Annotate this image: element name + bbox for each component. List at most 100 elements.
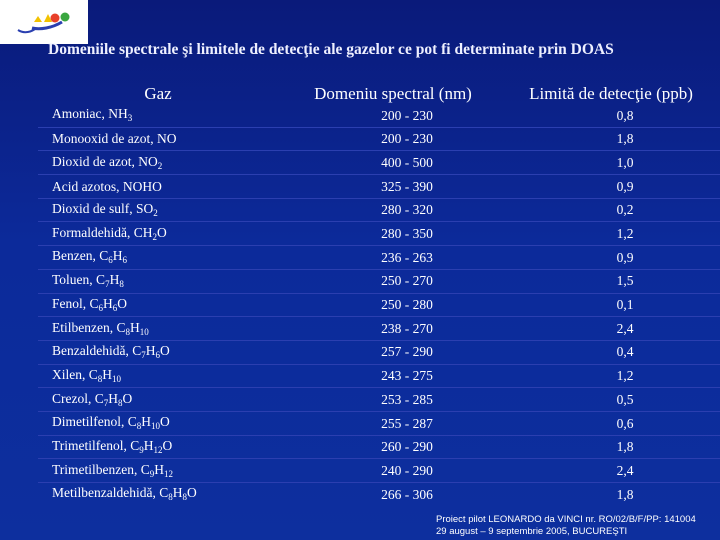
gas-name-cell: Toluen, C7H8 bbox=[38, 268, 292, 293]
gas-table: Amoniac, NH3 200 - 230 0,8 Monooxid de azot… bbox=[38, 104, 720, 506]
gas-name-cell: Dimetilfenol, C8H10O bbox=[38, 410, 292, 436]
gas-name-text: Toluen, C bbox=[52, 272, 106, 288]
formula-subscript: 8 bbox=[168, 492, 173, 503]
gas-name-text: Dioxid de azot, NO bbox=[52, 153, 158, 169]
gas-name-cell: Trimetilfenol, C9H12O bbox=[38, 434, 292, 459]
gas-name-cell: Benzaldehidă, C7H6O bbox=[38, 339, 292, 365]
table-row: Trimetilbenzen, C9H12 240 - 290 2,4 bbox=[38, 458, 720, 483]
gas-name-text: O bbox=[162, 437, 173, 453]
formula-subscript: 7 bbox=[141, 350, 146, 361]
table-row: Benzaldehidă, C7H6O 257 - 290 0,4 bbox=[38, 339, 720, 365]
spectral-range-cell: 260 - 290 bbox=[292, 434, 522, 459]
formula-subscript: 8 bbox=[118, 397, 123, 408]
formula-subscript: 12 bbox=[164, 468, 173, 479]
formula-subscript: 6 bbox=[122, 255, 128, 266]
gas-name-text: Etilbenzen, C bbox=[52, 319, 126, 335]
formula-subscript: 10 bbox=[139, 326, 149, 337]
footer-project-line: Proiect pilot LEONARDO da VINCI nr. RO/0… bbox=[436, 514, 696, 525]
spectral-range-cell: 266 - 306 bbox=[292, 481, 522, 506]
gas-name-text: Formaldehidă, CH bbox=[52, 224, 153, 240]
gas-name-text: Benzen, C bbox=[52, 248, 109, 264]
spectral-range-cell: 243 - 275 bbox=[292, 363, 522, 388]
table-header: Gaz Domeniu spectral (nm) Limită de dete… bbox=[38, 76, 718, 112]
formula-subscript: 12 bbox=[153, 444, 163, 455]
footer: Proiect pilot LEONARDO da VINCI nr. RO/0… bbox=[436, 514, 716, 538]
detection-limit-cell: 0,9 bbox=[522, 174, 720, 199]
gas-name-text: H bbox=[112, 248, 123, 264]
detection-limit-cell: 2,4 bbox=[522, 316, 720, 341]
gas-name-cell: Acid azotos, NOHO bbox=[38, 174, 292, 199]
gas-name-cell: Dioxid de sulf, SO2 bbox=[38, 197, 292, 222]
table-row: Amoniac, NH3 200 - 230 0,8 bbox=[38, 104, 720, 127]
table-row: Dioxid de azot, NO2 400 - 500 1,0 bbox=[38, 150, 720, 175]
gas-name-text: H bbox=[129, 319, 140, 335]
gas-name-text: H bbox=[143, 437, 154, 453]
column-header-detection-limit: Limită de detecţie (ppb) bbox=[529, 84, 693, 103]
gas-name-cell: Etilbenzen, C8H10 bbox=[38, 316, 292, 341]
spectral-range-cell: 255 - 287 bbox=[292, 410, 522, 436]
footer-date-line: 29 august – 9 septembrie 2005, BUCUREŞTI bbox=[436, 526, 628, 537]
detection-limit-cell: 0,1 bbox=[522, 292, 720, 317]
detection-limit-cell: 1,0 bbox=[522, 150, 720, 175]
formula-subscript: 8 bbox=[97, 373, 103, 384]
gas-name-text: Xilen, C bbox=[52, 366, 98, 382]
formula-subscript: 8 bbox=[119, 279, 124, 290]
detection-limit-cell: 0,6 bbox=[522, 410, 720, 436]
formula-subscript: 2 bbox=[157, 160, 163, 171]
table-row: Benzen, C6H6 236 - 263 0,9 bbox=[38, 245, 720, 270]
spectral-range-cell: 240 - 290 bbox=[292, 458, 522, 483]
spectral-range-cell: 250 - 270 bbox=[292, 268, 522, 293]
table-row: Etilbenzen, C8H10 238 - 270 2,4 bbox=[38, 316, 720, 341]
gas-name-cell: Trimetilbenzen, C9H12 bbox=[38, 458, 292, 483]
table-row: Monooxid de azot, NO 200 - 230 1,8 bbox=[38, 126, 720, 151]
table-row: Xilen, C8H10 243 - 275 1,2 bbox=[38, 363, 720, 388]
gas-name-text: O bbox=[117, 295, 128, 311]
gas-name-text: H bbox=[141, 414, 151, 430]
table-row: Trimetilfenol, C9H12O 260 - 290 1,8 bbox=[38, 434, 720, 459]
gas-name-text: Acid azotos, NOHO bbox=[52, 178, 162, 194]
column-header-spectral-range: Domeniu spectral (nm) bbox=[314, 84, 472, 103]
gas-name-text: Metilbenzaldehidă, C bbox=[52, 485, 169, 501]
spectral-range-cell: 280 - 350 bbox=[292, 221, 522, 246]
gas-name-text: O bbox=[186, 485, 197, 501]
gas-name-text: H bbox=[172, 485, 183, 501]
column-header-gas: Gaz bbox=[144, 84, 172, 103]
gas-name-text: H bbox=[103, 295, 113, 311]
detection-limit-cell: 1,5 bbox=[522, 268, 720, 293]
table-row: Dimetilfenol, C8H10O 255 - 287 0,6 bbox=[38, 410, 720, 436]
formula-subscript: 3 bbox=[127, 113, 133, 124]
formula-subscript: 10 bbox=[112, 373, 121, 384]
gas-name-text: Trimetilfenol, C bbox=[52, 437, 140, 453]
gas-name-text: O bbox=[159, 343, 170, 359]
detection-limit-cell: 1,2 bbox=[522, 221, 720, 246]
detection-limit-cell: 1,8 bbox=[522, 481, 720, 506]
formula-subscript: 7 bbox=[103, 397, 109, 408]
spectral-range-cell: 200 - 230 bbox=[292, 126, 522, 151]
spectral-range-cell: 200 - 230 bbox=[381, 107, 433, 123]
spectral-range-cell: 325 - 390 bbox=[292, 174, 522, 199]
detection-limit-cell: 2,4 bbox=[522, 458, 720, 483]
spectral-range-cell: 238 - 270 bbox=[292, 316, 522, 341]
detection-limit-cell: 0,9 bbox=[522, 245, 720, 270]
gas-name-text: Crezol, C bbox=[52, 390, 104, 406]
gas-name-cell: Fenol, C6H6O bbox=[38, 292, 292, 317]
detection-limit-cell: 0,8 bbox=[616, 107, 634, 123]
spectral-range-cell: 257 - 290 bbox=[292, 339, 522, 365]
formula-subscript: 10 bbox=[151, 421, 160, 432]
formula-subscript: 9 bbox=[139, 444, 144, 455]
table-row: Crezol, C7H8O 253 - 285 0,5 bbox=[38, 387, 720, 412]
gas-name-cell: Benzen, C6H6 bbox=[38, 245, 292, 270]
gas-name-text: Dimetilfenol, C bbox=[52, 414, 137, 430]
gas-name-cell: Formaldehidă, CH2O bbox=[38, 221, 292, 246]
gas-name-text: H bbox=[108, 390, 118, 406]
formula-subscript: 6 bbox=[112, 302, 118, 313]
gas-name-text: Amoniac, NH bbox=[52, 106, 128, 122]
gas-name-text: O bbox=[122, 390, 133, 406]
spectral-range-cell: 400 - 500 bbox=[292, 150, 522, 175]
leonardo-logo-icon bbox=[17, 12, 70, 34]
detection-limit-cell: 1,8 bbox=[522, 434, 720, 459]
gas-name-cell: Xilen, C8H10 bbox=[38, 363, 292, 388]
page-title: Domeniile spectrale şi limitele de detec… bbox=[48, 41, 614, 58]
formula-subscript: 9 bbox=[149, 468, 155, 479]
formula-subscript: 2 bbox=[152, 231, 158, 242]
